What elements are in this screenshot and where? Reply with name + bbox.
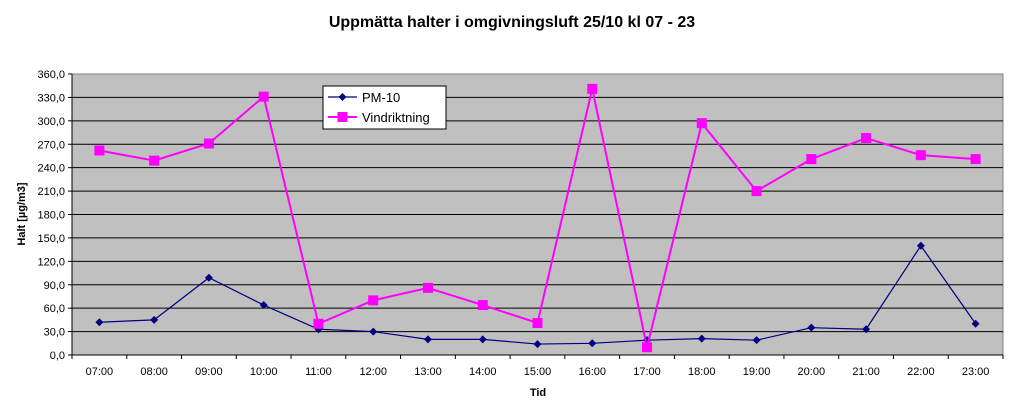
x-tick-label: 15:00 [524,366,552,378]
x-axis-title: Tid [530,387,546,399]
x-tick-label: 12:00 [359,366,387,378]
x-tick-label: 20:00 [798,366,826,378]
x-tick-label: 16:00 [578,366,606,378]
data-point [259,301,268,310]
x-tick-label: 21:00 [852,366,880,378]
x-tick-label: 14:00 [469,366,497,378]
x-tick-label: 18:00 [688,366,716,378]
data-point [204,273,213,282]
data-point [313,318,324,329]
data-point [368,295,379,306]
y-tick-label: 180,0 [37,210,65,222]
data-point [203,138,214,149]
y-tick-label: 60,0 [44,303,65,315]
y-tick-label: 210,0 [37,186,65,198]
data-point [696,118,707,129]
y-axis-ticks: 0,0 30,0 60,0 90,0 120,0 150,0 180,0 210,0 240,0… [37,69,73,362]
data-point [533,340,542,349]
legend-marker [338,93,347,101]
data-point [478,335,487,344]
y-axis-title: Halt [µg/m3] [16,182,28,246]
legend-item: Vindriktning [328,110,430,125]
data-point [258,91,269,102]
x-tick-label: 08:00 [140,366,168,378]
y-tick-label: 360,0 [37,69,65,81]
x-tick-label: 13:00 [414,366,442,378]
data-point [477,300,488,311]
series-pm-10 [95,241,980,349]
y-tick-label: 120,0 [37,256,65,268]
x-axis-ticks: 07:00 08:00 09:00 10:00 11:00 12:00 13:00 14:00… [71,354,1004,378]
y-tick-label: 90,0 [44,280,65,292]
x-tick-label: 19:00 [743,366,771,378]
data-point [697,334,706,343]
x-tick-label: 17:00 [633,366,661,378]
data-point [970,154,981,165]
data-point [916,241,925,250]
data-point [149,155,160,166]
x-tick-label: 22:00 [907,366,935,378]
data-point [94,145,105,156]
y-tick-label: 270,0 [37,139,65,151]
data-point [971,319,980,328]
data-point [642,342,653,353]
x-tick-label: 11:00 [305,366,332,378]
legend-label: Vindriktning [362,110,430,125]
data-point [751,186,762,197]
data-point [587,83,598,94]
series-group [94,83,981,353]
chart-title: Uppmätta halter i omgivningsluft 25/10 k… [329,14,695,31]
data-point [588,339,597,348]
data-point [423,335,432,344]
x-tick-label: 23:00 [962,366,990,378]
data-point [862,325,871,334]
legend-item: PM-10 [328,90,400,105]
y-tick-label: 150,0 [37,233,65,245]
x-tick-label: 10:00 [250,366,278,378]
y-tick-label: 300,0 [37,116,65,128]
data-point [532,317,543,328]
data-point [861,133,872,144]
series-vindriktning [94,83,981,353]
y-tick-label: 0,0 [50,350,65,362]
data-point [807,323,816,332]
data-point [369,327,378,336]
x-tick-label: 07:00 [86,366,114,378]
legend: PM-10 Vindriktning [322,85,447,130]
data-point [150,315,159,324]
data-point [752,336,761,345]
y-tick-label: 30,0 [44,327,65,339]
data-point [915,150,926,161]
data-point [95,318,104,327]
y-tick-label: 330,0 [37,92,65,104]
y-tick-label: 240,0 [37,163,65,175]
x-tick-label: 09:00 [195,366,223,378]
legend-marker [337,112,348,122]
data-point [422,282,433,293]
legend-label: PM-10 [362,90,400,105]
grid-lines [72,96,1003,333]
data-point [806,154,817,165]
